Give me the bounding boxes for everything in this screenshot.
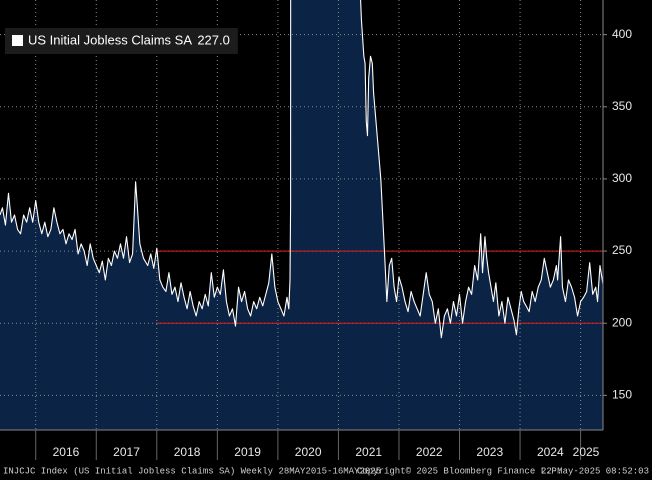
y-tick-label: 400 [612,27,632,41]
y-tick-label: 350 [612,99,632,113]
y-tick-label: 200 [612,315,632,329]
legend-value: 227.0 [197,32,230,47]
y-tick-label: 300 [612,171,632,185]
x-tick-label: 2021 [355,445,382,459]
x-tick-label: 2020 [295,445,322,459]
legend: US Initial Jobless Claims SA 227.0 [5,28,238,54]
y-tick-label: 150 [612,388,632,402]
area [0,0,603,430]
footer-left: INJCJC Index (US Initial Jobless Claims … [3,466,381,476]
x-tick-label: 2025 [573,445,600,459]
legend-box [5,28,238,54]
line [0,0,603,339]
y-tick-label: 250 [612,243,632,257]
x-tick-label: 2023 [476,445,503,459]
x-tick-label: 2024 [537,445,564,459]
legend-label: US Initial Jobless Claims SA [28,32,192,47]
x-tick-label: 2017 [113,445,140,459]
x-tick-label: 2022 [416,445,443,459]
x-tick-label: 2016 [53,445,80,459]
legend-swatch [12,35,23,46]
x-tick-label: 2019 [234,445,261,459]
footer-right: 22-May-2025 08:52:03 [541,466,649,476]
footer-center: Copyright© 2025 Bloomberg Finance L.P. [357,466,562,476]
x-tick-label: 2018 [174,445,201,459]
